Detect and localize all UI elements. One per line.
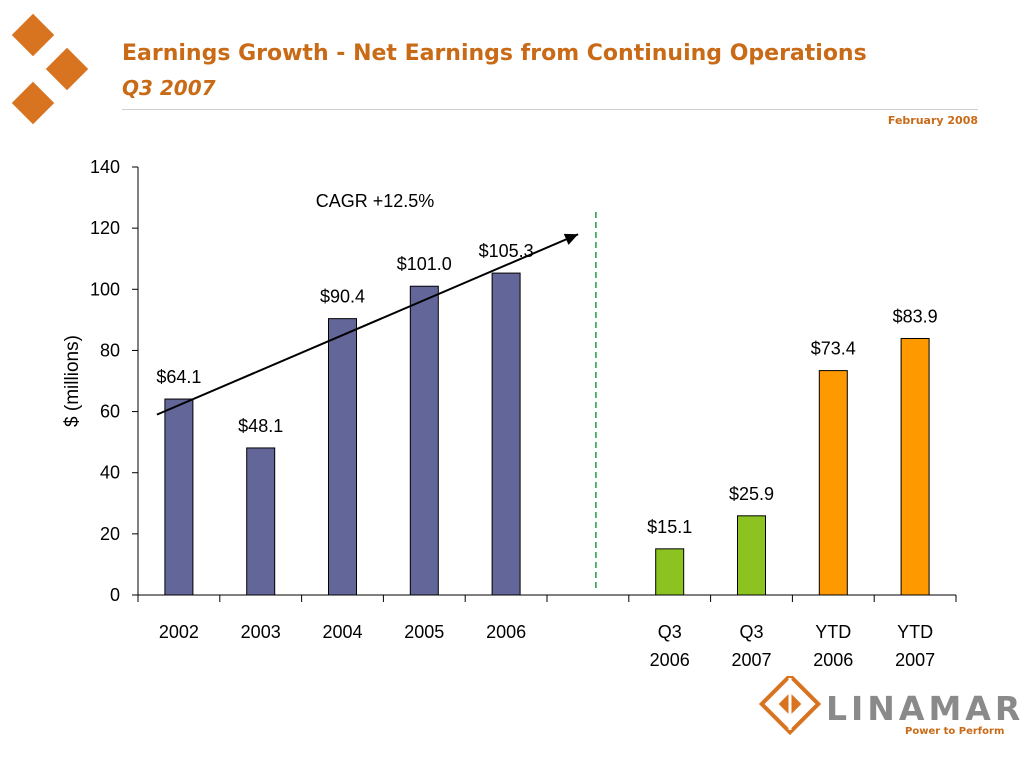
page-subtitle: Q3 2007	[122, 76, 216, 100]
y-tick-label: 80	[100, 340, 120, 360]
page-title: Earnings Growth - Net Earnings from Cont…	[122, 41, 867, 66]
data-label: $48.1	[238, 416, 283, 436]
x-tick-label: Q3	[739, 622, 763, 642]
linamar-logo-icon	[758, 676, 822, 736]
y-tick-label: 60	[100, 402, 120, 422]
x-tick-label: 2002	[159, 622, 199, 642]
cagr-arrowhead	[563, 233, 579, 245]
title-divider	[122, 109, 978, 110]
bar-2002	[164, 398, 194, 596]
cagr-annotation: CAGR +12.5%	[316, 191, 435, 211]
cagr-trend-arrow	[156, 233, 579, 416]
x-tick-label: 2003	[241, 622, 281, 642]
x-tick-label: 2004	[322, 622, 362, 642]
logo-wordmark: LINAMAR	[826, 689, 1024, 728]
data-label: $105.3	[479, 241, 534, 261]
x-tick-label: YTD	[815, 622, 851, 642]
x-tick-label: 2006	[813, 650, 853, 670]
x-tick-label: 2007	[895, 650, 935, 670]
bar-ytd-2006	[818, 370, 848, 596]
bar-q3-2006	[655, 548, 685, 596]
x-tick-label: 2006	[650, 650, 690, 670]
data-label: $83.9	[893, 307, 938, 327]
y-tick-label: 140	[90, 157, 120, 177]
x-tick-label: 2005	[404, 622, 444, 642]
x-tick-label: YTD	[897, 622, 933, 642]
y-tick-label: 0	[110, 585, 120, 605]
data-label: $64.1	[156, 367, 201, 387]
bar-2003	[246, 447, 276, 596]
y-tick-label: 40	[100, 463, 120, 483]
bar-2006	[491, 272, 521, 596]
date-label: February 2008	[887, 114, 978, 127]
data-label: $73.4	[811, 339, 856, 359]
y-axis-title: $ (millions)	[62, 335, 83, 427]
data-label: $101.0	[397, 254, 452, 274]
y-tick-label: 100	[90, 279, 120, 299]
x-tick-label: 2006	[486, 622, 526, 642]
data-label: $15.1	[647, 517, 692, 537]
y-tick-label: 120	[90, 218, 120, 238]
x-tick-label: 2007	[731, 650, 771, 670]
y-tick-label: 20	[100, 524, 120, 544]
bar-2004	[328, 318, 357, 596]
data-label: $90.4	[320, 287, 365, 307]
logo-tagline: Power to Perform	[905, 726, 1005, 737]
bar-ytd-2007	[900, 338, 930, 596]
data-label: $25.9	[729, 484, 774, 504]
bar-q3-2007	[737, 515, 766, 596]
x-tick-label: Q3	[658, 622, 682, 642]
logo-diamonds-icon	[11, 13, 89, 125]
bar-2005	[409, 285, 439, 596]
